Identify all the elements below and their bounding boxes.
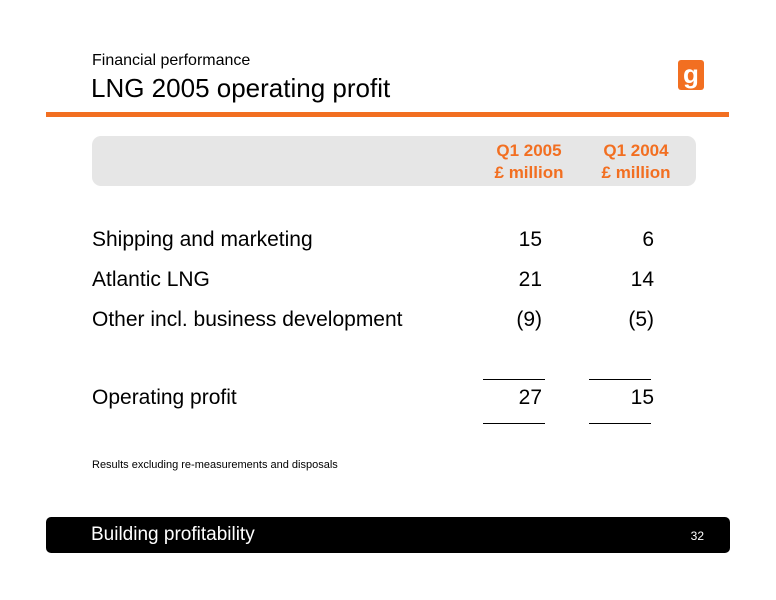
row-label-other: Other incl. business development xyxy=(92,308,403,331)
value-cell: 14 xyxy=(630,268,654,291)
value-cell: 15 xyxy=(518,228,542,251)
value-cell: (9) xyxy=(516,308,542,331)
orange-divider xyxy=(46,112,729,117)
footnote: Results excluding re-measurements and di… xyxy=(92,459,338,471)
table-header-band xyxy=(92,136,696,186)
page-number: 32 xyxy=(690,529,704,543)
column-header-q1-2005: Q1 2005 £ million xyxy=(469,140,589,184)
row-label-atlantic-lng: Atlantic LNG xyxy=(92,268,210,291)
value-cell: 6 xyxy=(642,228,654,251)
total-rule-bottom xyxy=(589,423,651,424)
total-value-cell: 27 xyxy=(518,386,542,409)
column-header-unit: £ million xyxy=(494,163,564,182)
column-header-q1-2004: Q1 2004 £ million xyxy=(576,140,696,184)
total-rule-top xyxy=(483,379,545,380)
footer-bar: Building profitability 32 xyxy=(46,517,730,553)
total-rule-top xyxy=(589,379,651,380)
total-value-cell: 15 xyxy=(630,386,654,409)
column-header-unit: £ million xyxy=(601,163,671,182)
value-cell: 21 xyxy=(518,268,542,291)
value-cell: (5) xyxy=(628,308,654,331)
slide-title: LNG 2005 operating profit xyxy=(91,73,391,103)
brand-logo: g xyxy=(678,60,704,90)
slide-subtitle: Financial performance xyxy=(92,52,251,69)
row-label-shipping: Shipping and marketing xyxy=(92,228,313,251)
row-label-operating-profit: Operating profit xyxy=(92,386,237,409)
column-header-period: Q1 2005 xyxy=(496,141,562,160)
total-rule-bottom xyxy=(483,423,545,424)
column-header-period: Q1 2004 xyxy=(603,141,669,160)
footer-text: Building profitability xyxy=(91,524,255,545)
